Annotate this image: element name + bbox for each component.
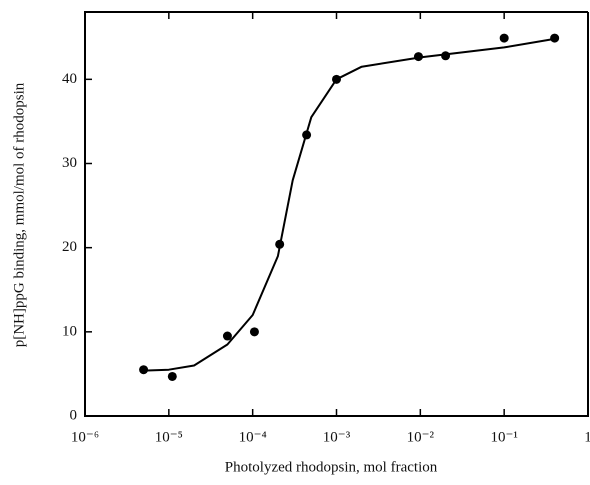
x-tick-label: 10⁻¹ [490, 429, 517, 445]
x-tick-label: 10⁻² [407, 429, 435, 445]
x-tick-label: 10⁻⁵ [155, 429, 183, 445]
x-tick-label: 10⁻⁴ [239, 429, 267, 445]
y-axis-label: p[NH]ppG binding, mmol/mol of rhodopsin [11, 82, 27, 347]
data-point [167, 371, 177, 381]
x-tick-label: 10⁻³ [323, 429, 351, 445]
x-tick-label: 10⁻⁶ [71, 429, 99, 445]
x-axis-label: Photolyzed rhodopsin, mol fraction [225, 459, 438, 475]
data-point [499, 33, 509, 43]
y-tick-label: 20 [62, 239, 77, 255]
data-point [222, 331, 232, 341]
data-point [550, 33, 560, 43]
y-tick-label: 10 [62, 323, 77, 339]
fit-curve [143, 37, 555, 372]
y-tick-label: 0 [70, 407, 78, 423]
x-tick-label: 1 [584, 429, 590, 445]
data-point [249, 327, 259, 337]
plot-frame [84, 11, 589, 417]
y-tick-label: 40 [62, 71, 77, 87]
y-tick-label: 30 [62, 155, 77, 171]
